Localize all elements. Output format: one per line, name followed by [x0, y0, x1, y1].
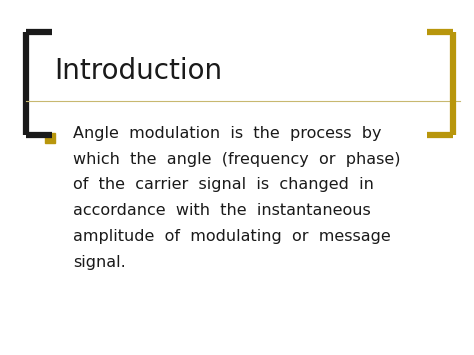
- Text: Angle  modulation  is  the  process  by: Angle modulation is the process by: [73, 126, 382, 141]
- Text: of  the  carrier  signal  is  changed  in: of the carrier signal is changed in: [73, 178, 374, 192]
- Text: which  the  angle  (frequency  or  phase): which the angle (frequency or phase): [73, 152, 401, 166]
- Text: amplitude  of  modulating  or  message: amplitude of modulating or message: [73, 229, 391, 244]
- Text: Introduction: Introduction: [55, 57, 223, 85]
- Text: accordance  with  the  instantaneous: accordance with the instantaneous: [73, 203, 371, 218]
- Text: signal.: signal.: [73, 255, 126, 270]
- Bar: [45, 133, 55, 143]
